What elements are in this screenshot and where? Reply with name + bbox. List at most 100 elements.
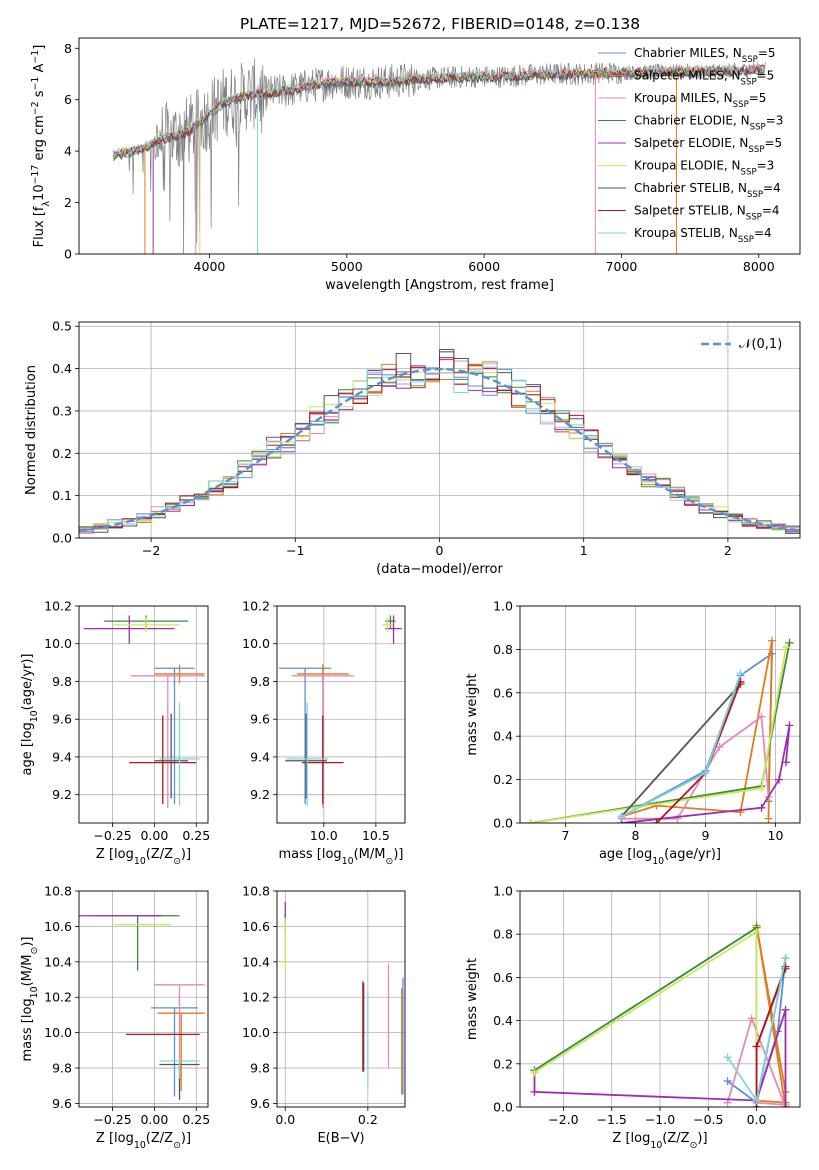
y-tick-label: 2	[64, 195, 72, 210]
weight-point-marker	[530, 1068, 539, 1077]
weight-point-marker	[736, 669, 745, 678]
weight-point-marker	[747, 1014, 756, 1023]
weight-series-line	[620, 683, 742, 818]
y-tick-label: 10.4	[242, 954, 270, 969]
legend-entry: Chabrier ELODIE, NSSP=3	[634, 114, 783, 133]
x-tick-label: 8	[632, 828, 640, 843]
axes-frame	[78, 890, 209, 1108]
x-tick-label: −0.25	[93, 1112, 131, 1127]
x-tick-label: 0.2	[358, 1112, 378, 1127]
y-tick-label: 10.2	[242, 599, 270, 614]
weight-point-marker	[775, 775, 783, 784]
y-tick-label: 10.0	[242, 636, 270, 651]
residuals-axes: −2 −1 0 1 2 0.0 0.1 0.2 0.3 0.4 0.5 (data−model)/er…	[24, 319, 801, 577]
y-tick-label: 10.2	[44, 990, 72, 1005]
legend-entry: 𝒩(0,1)	[739, 337, 782, 352]
x-tick-label: 9	[702, 828, 710, 843]
mass_vs_ebv-plot-area	[284, 901, 404, 1095]
y-tick-label: 9.8	[52, 1061, 72, 1076]
gaussian-curve	[79, 367, 798, 532]
weight-point-marker	[530, 1087, 539, 1096]
axes-frame	[519, 890, 801, 1108]
y-tick-label: 1.0	[493, 884, 513, 899]
x-tick-label: −1.0	[645, 1112, 675, 1127]
y-tick-label: 10.2	[242, 990, 270, 1005]
spectrum-plot-area	[112, 58, 766, 254]
weight-point-marker	[757, 784, 766, 793]
weight-point-marker	[752, 1042, 761, 1051]
y-tick-label: 0	[64, 247, 72, 262]
weight-point-marker	[757, 712, 766, 721]
y-tick-label: 10.6	[242, 919, 270, 934]
y-tick-label: 10.4	[44, 954, 72, 969]
weight-series-line	[534, 926, 758, 1107]
axes-frame	[78, 37, 801, 255]
weight-point-marker	[785, 721, 794, 730]
y-tick-label: 9.8	[250, 1061, 270, 1076]
x-tick-label: 7	[562, 828, 570, 843]
legend-entry: Salpeter MILES, NSSP=5	[634, 69, 774, 88]
y-axis-label: age [log10(age/yr)]	[20, 653, 40, 775]
x-tick-label: 0.00	[140, 828, 168, 843]
x-axis-label: mass [log10(M/M⊙)]	[278, 847, 403, 867]
y-tick-label: 9.6	[250, 1096, 270, 1111]
weight-point-marker	[781, 1103, 790, 1107]
x-axis-label: E(B−V)	[317, 1131, 364, 1146]
residuals-plot-area	[79, 349, 800, 534]
y-tick-label: 0.2	[493, 1056, 513, 1071]
legend-entry: Salpeter STELIB, NSSP=4	[634, 204, 780, 223]
y-tick-label: 0.8	[493, 927, 513, 942]
weight_vs_Z-plot-area	[530, 921, 790, 1107]
weight-point-marker	[526, 819, 535, 823]
age_vs_mass-axes: 10.0 10.5 9.2 9.4 9.6 9.8 10.0 10.2 mass [log10(…	[242, 599, 406, 867]
residual-histogram-8	[79, 363, 800, 532]
x-tick-label: 0.0	[747, 1112, 767, 1127]
legend: Chabrier MILES, NSSP=5 Salpeter MILES, NS…	[598, 46, 783, 245]
y-tick-label: 0.3	[52, 403, 72, 418]
x-tick-label: −0.5	[693, 1112, 723, 1127]
weight-point-marker	[768, 636, 776, 645]
y-tick-label: 10.2	[44, 599, 72, 614]
weight-point-marker	[782, 643, 790, 652]
y-tick-label: 0.8	[493, 642, 513, 657]
legend-entry: Kroupa MILES, NSSP=5	[634, 91, 766, 110]
y-axis-label: Normed distribution	[24, 365, 39, 495]
weight-point-marker	[617, 812, 626, 821]
axes-frame	[519, 605, 801, 824]
x-tick-label: 8000	[743, 259, 775, 274]
x-tick-label: 0	[436, 543, 444, 558]
x-tick-label: 0.0	[275, 1112, 295, 1127]
weight-point-marker	[652, 819, 661, 823]
y-tick-label: 9.8	[52, 674, 72, 689]
x-tick-label: 10.0	[310, 828, 338, 843]
legend-entry: Chabrier MILES, NSSP=5	[634, 46, 776, 65]
x-tick-label: 0.25	[182, 1112, 210, 1127]
y-tick-label: 0.4	[493, 729, 513, 744]
y-tick-label: 9.2	[250, 787, 270, 802]
x-tick-label: −0.25	[93, 828, 131, 843]
y-tick-label: 9.4	[250, 749, 270, 764]
x-tick-label: 6000	[468, 259, 500, 274]
weight-point-marker	[781, 1005, 790, 1014]
x-tick-label: −2	[142, 543, 160, 558]
y-tick-label: 10.6	[44, 919, 72, 934]
mass_vs_Z-axes: −0.25 0.00 0.25 9.6 9.8 10.0 10.2 10.4 10.6 10.8 Z…	[20, 884, 210, 1151]
weight-point-marker	[764, 814, 773, 823]
age_vs_Z-axes: −0.25 0.00 0.25 9.2 9.4 9.6 9.8 10.0 10.2 Z [log1…	[20, 599, 210, 867]
legend: 𝒩(0,1)	[701, 337, 782, 352]
y-tick-label: 0.0	[493, 816, 513, 831]
weight_vs_age-plot-area	[526, 636, 794, 823]
y-tick-label: 9.2	[52, 787, 72, 802]
y-tick-label: 0.4	[52, 361, 72, 376]
y-tick-label: 0.2	[52, 446, 72, 461]
legend-entry: Kroupa ELODIE, NSSP=3	[634, 159, 774, 178]
y-tick-label: 0.0	[493, 1100, 513, 1115]
weight-series-line	[621, 715, 770, 820]
legend-entry: Kroupa STELIB, NSSP=4	[634, 226, 772, 245]
weight-point-marker	[782, 758, 790, 767]
axes-frame	[78, 321, 801, 539]
y-tick-label: 9.6	[250, 712, 270, 727]
y-tick-label: 10.0	[44, 1025, 72, 1040]
x-tick-label: 1	[580, 543, 588, 558]
y-axis-label: mass weight	[465, 673, 480, 755]
